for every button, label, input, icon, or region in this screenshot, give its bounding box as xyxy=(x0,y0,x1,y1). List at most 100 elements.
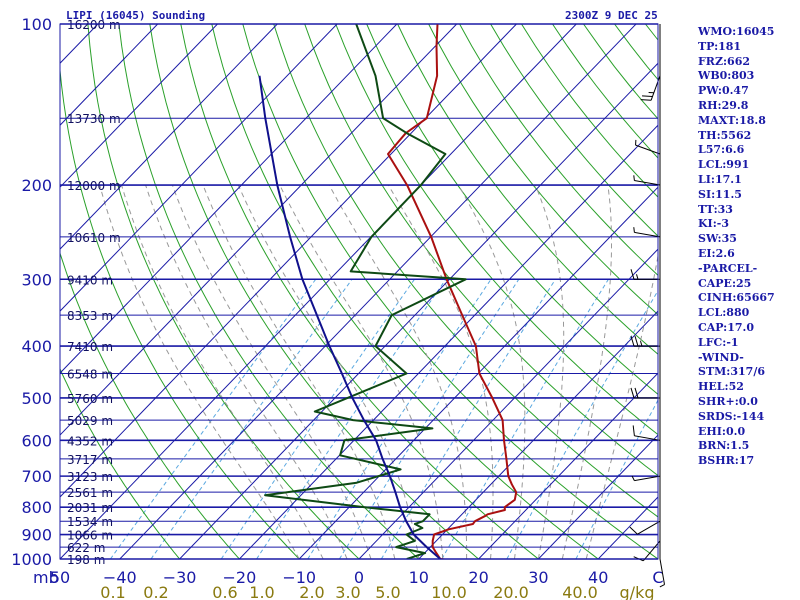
isotherm-line xyxy=(60,24,458,436)
temperature-tick-label: C xyxy=(652,568,663,587)
mixing-ratio-label: 0.1 xyxy=(100,583,125,600)
pressure-tick-label: 200 xyxy=(21,176,52,195)
sounding-traces xyxy=(258,24,518,559)
stability-index: FRZ:662 xyxy=(698,54,751,68)
pressure-tick-label: 500 xyxy=(21,389,52,408)
stability-index: BRN:1.5 xyxy=(698,439,750,453)
height-label: 3123 m xyxy=(67,470,113,484)
isotherm-line xyxy=(60,24,338,312)
wind-barb xyxy=(633,175,661,186)
isotherm-line xyxy=(538,434,658,559)
mixing-ratio-label: 1.0 xyxy=(249,583,274,600)
height-label: 9410 m xyxy=(67,273,113,287)
height-label: 5760 m xyxy=(67,392,113,406)
temperature-tick-label: 0 xyxy=(354,568,364,587)
pressure-tick-label: 700 xyxy=(21,467,52,486)
wind-barbs xyxy=(629,24,666,588)
mixing-ratio-label: 40.0 xyxy=(562,583,598,600)
pressure-unit-label: mb xyxy=(33,568,59,587)
mixing-ratio-label: 20.0 xyxy=(493,583,529,600)
mixing-ratio-label: 3.0 xyxy=(335,583,360,600)
pressure-tick-label: 400 xyxy=(21,337,52,356)
stability-index: TH:5562 xyxy=(698,128,752,142)
mixing-ratio-line xyxy=(109,279,317,559)
wind-barb xyxy=(630,387,660,399)
stability-index: SW:35 xyxy=(698,232,737,246)
stability-index: EI:2.6 xyxy=(698,246,735,260)
height-label: 16200 m xyxy=(67,18,121,32)
isotherm-line xyxy=(478,372,658,559)
pressure-tick-label: 900 xyxy=(21,526,52,545)
isotherm-line xyxy=(60,24,577,559)
mixing-ratio-label: 10.0 xyxy=(431,583,467,600)
height-label: 2031 m xyxy=(67,501,113,515)
temperature-tick-label: −10 xyxy=(282,568,316,587)
height-label: 12000 m xyxy=(67,179,121,193)
parcel-trace xyxy=(258,75,441,559)
stability-index: TT:33 xyxy=(698,202,733,216)
wind-barb xyxy=(629,520,661,535)
mixing-ratio-label: g/kg xyxy=(620,583,655,600)
temperature-tick-label: 30 xyxy=(528,568,548,587)
mixing-ratio-line xyxy=(380,279,556,559)
mixing-ratio-line xyxy=(506,289,658,559)
wind-barb xyxy=(630,335,660,347)
stability-index: TP:181 xyxy=(698,39,742,53)
height-label: 6548 m xyxy=(67,367,113,381)
stability-index: LFC:-1 xyxy=(698,335,739,349)
stability-index: CAPE:25 xyxy=(698,276,752,290)
temperature-trace xyxy=(387,24,518,559)
chart-grid xyxy=(60,24,658,559)
temperature-tick-label: −30 xyxy=(163,568,197,587)
pressure-tick-label: 600 xyxy=(21,431,52,450)
stability-index: WB0:803 xyxy=(698,69,755,83)
mixing-ratio-label: 2.0 xyxy=(299,583,324,600)
temperature-tick-label: 50 xyxy=(50,568,70,587)
plot-frame xyxy=(59,23,659,560)
moist-adiabat-line xyxy=(585,253,658,559)
station-title: LIPI (16045) Sounding xyxy=(66,9,206,22)
isotherm-line xyxy=(60,24,278,250)
stability-index: CINH:65667 xyxy=(698,291,775,305)
isotherm-line xyxy=(60,24,398,374)
height-label: 198 m xyxy=(67,553,105,567)
pressure-tick-label: 300 xyxy=(21,270,52,289)
height-label: 5029 m xyxy=(67,414,113,428)
temperature-tick-label: 10 xyxy=(409,568,429,587)
pressure-tick-label: 800 xyxy=(21,498,52,517)
wind-barb xyxy=(630,269,660,280)
mixing-ratio-line xyxy=(338,279,520,559)
height-label: 622 m xyxy=(67,541,105,555)
isotherm-line xyxy=(60,24,159,126)
height-label: 13730 m xyxy=(67,112,121,126)
stability-index: PW:0.47 xyxy=(698,84,749,98)
temperature-tick-label: −40 xyxy=(103,568,137,587)
valid-time: 2300Z 9 DEC 25 xyxy=(565,9,658,22)
mixing-ratio-line xyxy=(150,279,353,559)
height-label: 7410 m xyxy=(67,340,113,354)
height-label: 1534 m xyxy=(67,515,113,529)
stability-index: KI:-3 xyxy=(698,217,729,231)
temperature-tick-label: 20 xyxy=(468,568,488,587)
stability-index: BSHR:17 xyxy=(698,454,755,468)
moist-adiabat-line xyxy=(561,185,612,559)
wind-barb xyxy=(632,425,661,441)
height-label: 10610 m xyxy=(67,231,121,245)
stability-index: -WIND- xyxy=(698,350,744,364)
stability-index: L57:6.6 xyxy=(698,143,745,157)
wind-barb xyxy=(640,75,661,101)
isotherm-line xyxy=(418,310,658,559)
pressure-tick-label: 100 xyxy=(21,15,52,34)
stability-index: WMO:16045 xyxy=(698,25,775,38)
stability-index: -PARCEL- xyxy=(698,261,758,275)
wind-barb xyxy=(631,475,661,482)
stability-index: RH:29.8 xyxy=(698,98,749,112)
mixing-ratio-label: 5.0 xyxy=(375,583,400,600)
isotherm-line xyxy=(119,24,637,559)
stability-index: SRDS:-144 xyxy=(698,409,765,423)
height-label: 3717 m xyxy=(67,453,113,467)
moist-adiabat-line xyxy=(237,184,420,559)
